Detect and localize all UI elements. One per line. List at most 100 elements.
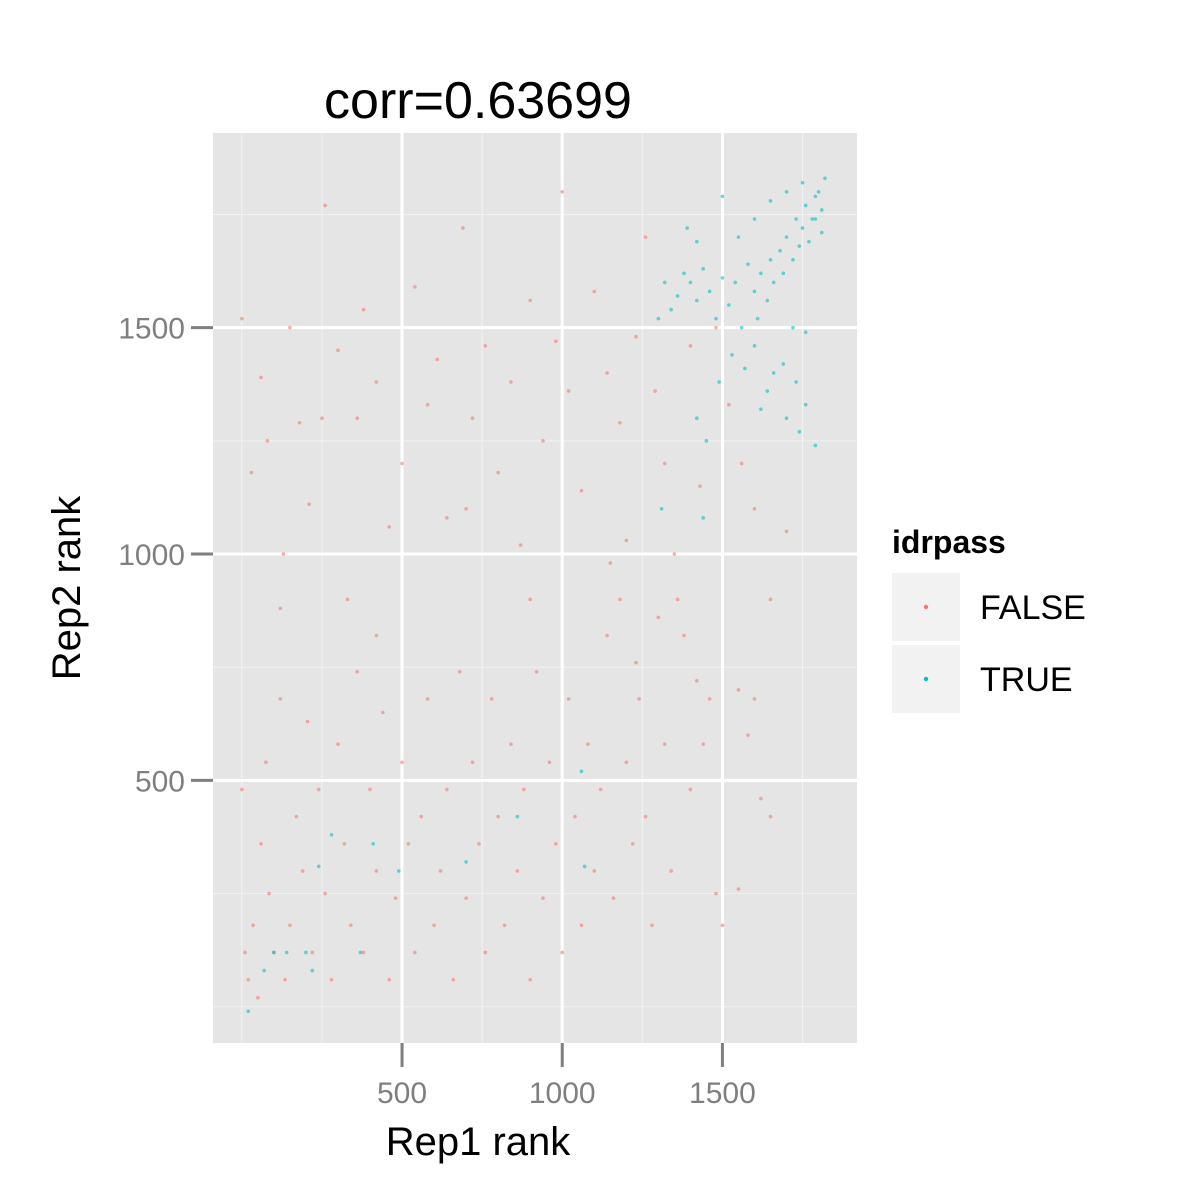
- point-false: [598, 787, 603, 792]
- point-false: [541, 896, 545, 900]
- point-false: [662, 461, 667, 466]
- point-false: [752, 697, 757, 701]
- point-false: [413, 285, 417, 289]
- point-false: [323, 203, 327, 208]
- x-axis-title: Rep1 rank: [386, 1120, 572, 1164]
- point-true: [813, 443, 818, 448]
- point-true: [515, 814, 520, 819]
- point-true: [752, 343, 757, 348]
- point-false: [586, 742, 590, 746]
- point-true: [272, 950, 276, 955]
- point-false: [541, 439, 545, 443]
- point-true: [739, 325, 744, 330]
- y-tick-label: 500: [135, 765, 185, 798]
- point-true: [816, 190, 821, 194]
- point-true: [791, 325, 795, 330]
- point-false: [592, 869, 597, 873]
- point-false: [736, 887, 741, 891]
- point-true: [752, 289, 757, 294]
- point-false: [300, 869, 305, 873]
- point-false: [720, 923, 725, 928]
- point-false: [464, 896, 468, 900]
- point-true: [582, 864, 587, 869]
- point-false: [240, 316, 244, 321]
- point-false: [624, 538, 629, 543]
- point-true: [682, 271, 686, 276]
- point-true: [736, 235, 741, 239]
- point-true: [743, 366, 747, 371]
- point-false: [662, 742, 667, 746]
- point-false: [368, 787, 372, 792]
- point-true: [794, 380, 798, 384]
- point-false: [361, 307, 366, 312]
- point-false: [256, 995, 260, 1000]
- point-false: [288, 325, 292, 330]
- point-false: [348, 923, 353, 928]
- point-false: [243, 950, 247, 955]
- point-false: [618, 597, 622, 602]
- point-false: [267, 891, 271, 896]
- point-true: [720, 276, 725, 280]
- point-true: [759, 271, 763, 276]
- point-false: [634, 334, 638, 339]
- gridlines: [213, 133, 857, 1043]
- point-false: [445, 516, 449, 520]
- point-false: [464, 506, 468, 511]
- point-true: [755, 316, 760, 321]
- point-false: [342, 841, 347, 846]
- point-true: [803, 330, 808, 335]
- point-false: [528, 597, 532, 602]
- point-true: [695, 298, 699, 303]
- point-false: [483, 343, 488, 348]
- point-false: [345, 597, 350, 602]
- point-true: [800, 226, 805, 230]
- point-false: [425, 697, 430, 701]
- point-false: [413, 950, 417, 955]
- point-false: [294, 814, 299, 819]
- point-false: [727, 402, 731, 407]
- point-true: [803, 402, 808, 407]
- point-false: [406, 841, 411, 846]
- point-false: [419, 814, 424, 819]
- point-false: [355, 416, 359, 421]
- point-false: [323, 891, 327, 896]
- point-false: [554, 841, 558, 846]
- point-false: [624, 760, 629, 765]
- point-true: [752, 217, 757, 221]
- point-false: [688, 343, 693, 348]
- point-true: [823, 176, 827, 181]
- point-false: [560, 190, 565, 194]
- point-false: [752, 506, 757, 511]
- point-true: [695, 239, 699, 244]
- point-false: [518, 543, 523, 547]
- point-false: [336, 348, 340, 353]
- point-false: [650, 923, 654, 928]
- point-true: [701, 516, 706, 520]
- point-true: [771, 280, 776, 285]
- point-false: [374, 380, 379, 384]
- point-false: [688, 787, 693, 792]
- point-false: [579, 488, 584, 493]
- point-false: [605, 633, 609, 638]
- point-false: [374, 869, 379, 873]
- point-true: [813, 217, 818, 221]
- point-false: [701, 742, 706, 746]
- point-true: [797, 244, 802, 248]
- point-false: [316, 787, 321, 792]
- point-false: [400, 461, 404, 466]
- point-false: [283, 977, 287, 982]
- point-true: [794, 217, 798, 221]
- y-axis-title: Rep2 rank: [45, 495, 89, 681]
- point-true: [707, 289, 712, 294]
- point-false: [643, 235, 648, 239]
- point-false: [435, 357, 440, 362]
- point-true: [675, 294, 680, 298]
- point-true: [262, 968, 267, 973]
- point-false: [461, 226, 465, 230]
- legend-title: idrpass: [892, 524, 1006, 560]
- point-false: [579, 923, 584, 928]
- point-false: [451, 977, 456, 982]
- point-true: [797, 430, 802, 434]
- point-false: [707, 697, 712, 701]
